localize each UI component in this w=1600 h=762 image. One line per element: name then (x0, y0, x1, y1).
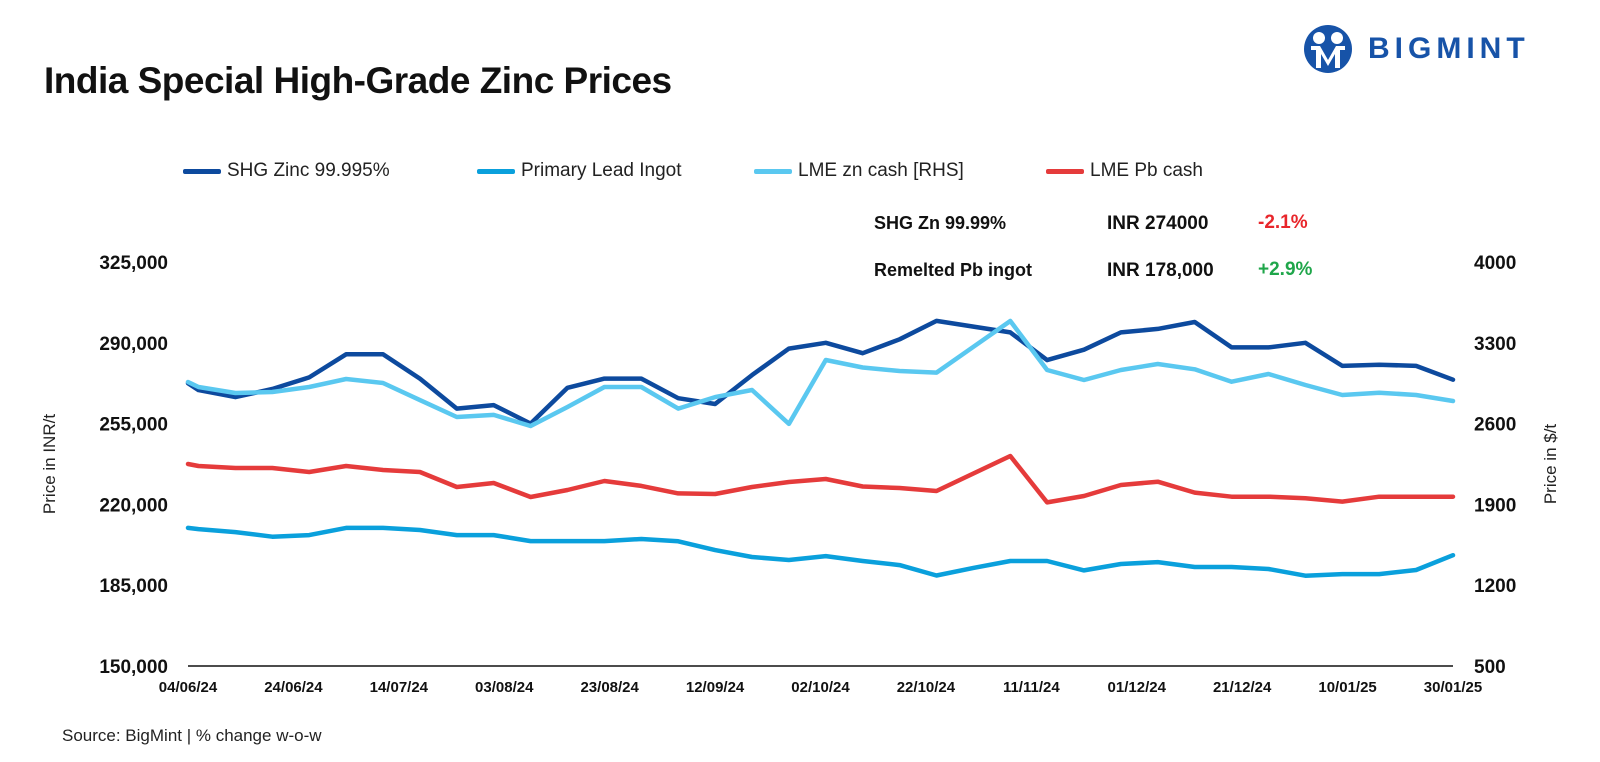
y2-axis-label: Price in $/t (1541, 424, 1560, 505)
x-tick-label: 11/11/24 (1003, 679, 1060, 696)
summary-price: INR 178,000 (1107, 260, 1214, 281)
summary-change: -2.1% (1258, 212, 1308, 233)
series-line-lme-pb-cash (185, 453, 1456, 505)
legend-label: LME Pb cash (1090, 160, 1203, 181)
y-tick-label: 255,000 (99, 415, 168, 436)
y2-tick-label: 2600 (1474, 415, 1516, 436)
source-note: Source: BigMint | % change w-o-w (62, 726, 322, 745)
x-tick-label: 02/10/24 (791, 679, 850, 696)
y2-tick-label: 1200 (1474, 576, 1516, 597)
x-tick-label: 03/08/24 (475, 679, 534, 696)
legend-item-lme-pb: LME Pb cash (1046, 160, 1203, 182)
y-tick-label: 325,000 (99, 253, 168, 274)
series-line-primary-lead-ingot (185, 525, 1456, 578)
bigmint-logo: BIGMINT (1302, 24, 1530, 74)
summary-price: INR 274000 (1107, 213, 1209, 234)
bigmint-logo-icon (1304, 25, 1352, 73)
x-tick-label: 24/06/24 (264, 679, 323, 696)
logo-wordmark: BIGMINT (1368, 32, 1530, 65)
y-tick-label: 185,000 (99, 576, 168, 597)
legend-item-lme-zn: LME zn cash [RHS] (754, 160, 964, 182)
summary-label: SHG Zn 99.99% (874, 213, 1007, 233)
chart-title: India Special High-Grade Zinc Prices (44, 60, 672, 101)
x-tick-label: 04/06/24 (159, 679, 218, 696)
y2-tick-label: 1900 (1474, 495, 1516, 516)
series-line-lme-zn-cash-rhs (185, 318, 1456, 429)
y2-tick-label: 500 (1474, 657, 1506, 678)
x-tick-label: 30/01/25 (1424, 679, 1482, 696)
y-tick-label: 290,000 (99, 334, 168, 355)
y-tick-label: 220,000 (99, 495, 168, 516)
y2-tick-label: 3300 (1474, 334, 1516, 355)
legend-swatch (477, 168, 515, 174)
x-tick-label: 12/09/24 (686, 679, 745, 696)
legend-swatch (1046, 168, 1084, 174)
x-tick-label: 22/10/24 (897, 679, 956, 696)
legend-label: SHG Zinc 99.995% (227, 160, 390, 181)
x-tick-label: 10/01/25 (1318, 679, 1376, 696)
y2-tick-label: 4000 (1474, 253, 1516, 274)
legend-label: Primary Lead Ingot (521, 160, 682, 181)
y-axis-label: Price in INR/t (40, 414, 59, 514)
x-tick-label: 23/08/24 (580, 679, 639, 696)
legend-label: LME zn cash [RHS] (798, 160, 964, 181)
x-tick-label: 01/12/24 (1108, 679, 1167, 696)
summary-change: +2.9% (1258, 259, 1313, 280)
legend-item-primary-lead: Primary Lead Ingot (477, 160, 682, 182)
series-line-shg-zinc-99-995 (185, 318, 1456, 426)
y-tick-label: 150,000 (99, 657, 168, 678)
legend-swatch (754, 168, 792, 174)
x-tick-label: 21/12/24 (1213, 679, 1272, 696)
legend-swatch (183, 168, 221, 174)
legend-item-shg-zinc: SHG Zinc 99.995% (183, 160, 390, 182)
summary-label: Remelted Pb ingot (874, 260, 1033, 280)
x-tick-label: 14/07/24 (370, 679, 429, 696)
